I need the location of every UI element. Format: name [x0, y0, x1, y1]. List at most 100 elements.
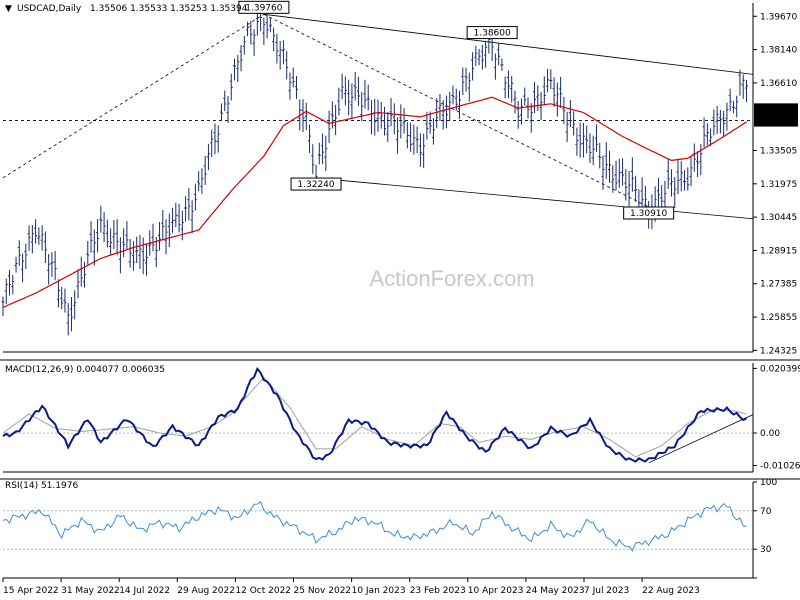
price-bar — [735, 95, 739, 118]
price-bar — [76, 269, 80, 299]
price-bar — [516, 100, 520, 129]
price-bar — [702, 117, 706, 148]
price-bar — [523, 87, 527, 106]
price-bar — [105, 219, 109, 248]
price-bar — [379, 101, 383, 129]
price-bar — [343, 76, 347, 106]
price-bar — [229, 73, 233, 101]
level-annotation-box — [238, 0, 290, 14]
price-bar — [177, 203, 181, 233]
price-bar — [477, 48, 481, 66]
price-y-tick-label: 1.38140 — [760, 46, 797, 56]
price-bar — [741, 74, 745, 99]
price-bar — [405, 122, 409, 149]
price-bar — [519, 98, 523, 125]
price-bar — [324, 135, 328, 171]
macd-title: MACD(12,26,9) 0.004077 0.006035 — [5, 365, 165, 375]
price-bar — [200, 168, 204, 194]
x-tick-label: 25 Nov 2022 — [294, 586, 352, 596]
price-bar — [562, 96, 566, 124]
price-bar — [347, 79, 351, 116]
macd-y-tick-label: -0.01026 — [760, 462, 800, 472]
price-bar — [738, 69, 742, 96]
price-bar — [728, 88, 732, 112]
level-annotation-label: 1.39760 — [245, 3, 282, 13]
price-bar — [608, 150, 612, 183]
price-bar — [598, 142, 602, 169]
price-bar — [53, 250, 57, 281]
x-tick-label: 10 Jan 2023 — [352, 586, 406, 596]
price-bar — [575, 127, 579, 156]
price-bar — [265, 15, 269, 39]
price-bar — [471, 52, 475, 81]
price-bar — [712, 109, 716, 136]
current-price-box — [754, 103, 798, 116]
price-bar — [73, 290, 77, 320]
price-bar — [255, 12, 259, 36]
price-bar — [617, 158, 621, 188]
watermark: ActionForex.com — [369, 266, 534, 291]
price-bar — [14, 256, 18, 273]
price-bar — [122, 228, 126, 258]
price-bar — [689, 157, 693, 187]
price-bar — [396, 117, 400, 154]
price-bar — [190, 200, 194, 234]
price-bar — [340, 73, 344, 100]
sma-line — [2, 96, 747, 308]
price-bar — [288, 72, 292, 100]
level-annotation-label: 1.38600 — [474, 29, 511, 39]
price-bar — [725, 102, 729, 131]
price-bar — [549, 69, 553, 90]
dropdown-arrow-icon[interactable]: ▼ — [5, 4, 12, 14]
price-bar — [167, 213, 171, 247]
x-tick-label: 29 Aug 2022 — [177, 586, 235, 596]
price-bar — [158, 221, 162, 251]
price-bar — [141, 237, 145, 275]
price-bar — [744, 80, 748, 103]
price-bar — [37, 227, 41, 245]
channel-line — [316, 177, 754, 220]
price-bar — [109, 228, 113, 256]
price-bar — [428, 111, 432, 134]
price-bar — [278, 41, 282, 70]
price-y-tick-label: 1.39670 — [760, 12, 797, 22]
price-y-tick-label: 1.25855 — [760, 313, 797, 323]
x-tick-label: 22 Aug 2023 — [642, 586, 700, 596]
price-bar — [497, 43, 501, 66]
price-bar — [493, 53, 497, 80]
price-bar — [308, 124, 312, 153]
price-bar — [285, 50, 289, 80]
price-bar — [213, 123, 217, 155]
price-bar — [125, 221, 129, 250]
price-bar — [409, 122, 413, 152]
price-bar — [180, 210, 184, 241]
price-bar — [233, 58, 237, 81]
price-bar — [624, 168, 628, 201]
x-tick-label: 24 May 2023 — [526, 586, 585, 596]
price-bar — [510, 76, 514, 103]
price-bar — [17, 240, 21, 266]
price-bar — [503, 76, 507, 99]
price-bar — [144, 243, 148, 276]
price-bar — [334, 104, 338, 136]
price-bar — [399, 104, 403, 139]
price-bar — [389, 98, 393, 127]
x-tick-label: 7 Jul 2023 — [584, 586, 629, 596]
price-bar — [588, 133, 592, 163]
price-bar — [83, 261, 87, 288]
price-bar — [24, 243, 28, 270]
level-annotation-label: 1.32240 — [297, 180, 334, 190]
price-bar — [529, 103, 533, 133]
price-bar — [705, 123, 709, 146]
price-bar — [242, 35, 246, 55]
price-bar — [513, 90, 517, 114]
price-bar — [392, 103, 396, 135]
price-bar — [138, 235, 142, 270]
price-bar — [86, 240, 90, 265]
price-bar — [99, 205, 103, 233]
price-bar — [611, 165, 615, 193]
price-bar — [506, 70, 510, 99]
price-y-tick-label: 1.36610 — [760, 79, 797, 89]
